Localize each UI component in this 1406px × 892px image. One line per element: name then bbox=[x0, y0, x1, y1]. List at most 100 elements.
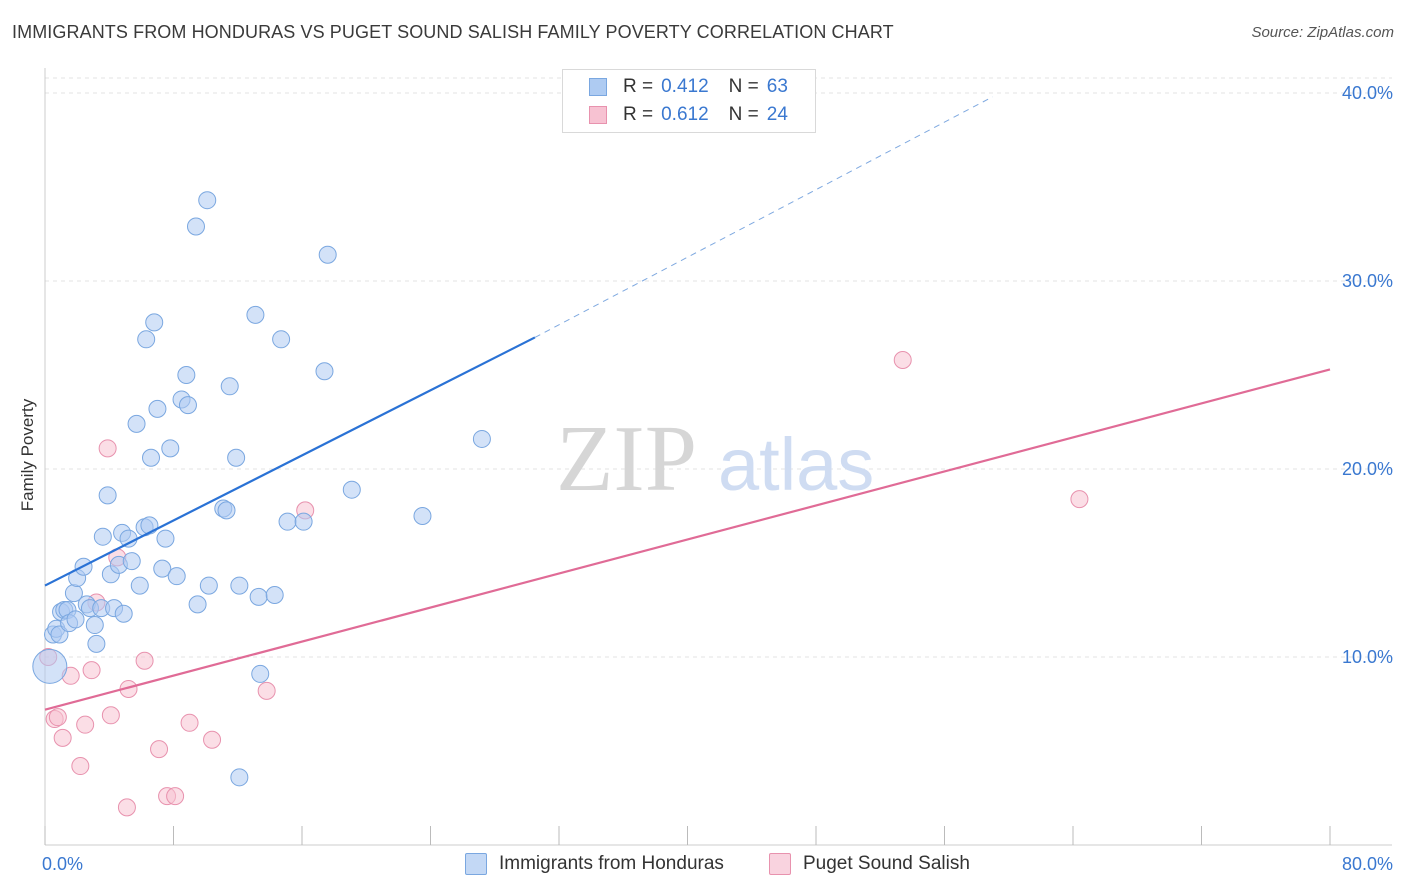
legend-n-label: N = bbox=[728, 76, 759, 97]
data-point-honduras bbox=[230, 768, 249, 787]
data-point-honduras bbox=[156, 529, 175, 548]
data-point-honduras bbox=[199, 576, 218, 595]
data-point-honduras bbox=[251, 664, 270, 683]
data-point-honduras bbox=[246, 305, 265, 324]
data-point-salish bbox=[53, 728, 72, 747]
source-label: Source: ZipAtlas.com bbox=[1251, 24, 1394, 41]
grid-lines bbox=[45, 77, 1392, 658]
data-point-honduras bbox=[342, 480, 361, 499]
series-immigrants-from-honduras bbox=[32, 191, 491, 787]
data-point-honduras bbox=[198, 191, 217, 210]
data-point-honduras bbox=[249, 587, 268, 606]
data-point-honduras bbox=[161, 439, 180, 458]
legend-r-label: R = bbox=[623, 104, 654, 125]
data-point-honduras bbox=[98, 486, 117, 505]
trend-line-salish bbox=[44, 368, 1331, 711]
data-point-salish bbox=[71, 757, 90, 776]
legend-n-value: 24 bbox=[766, 104, 788, 125]
legend-row-honduras: R = 0.412 N = 63 bbox=[589, 73, 788, 101]
data-point-honduras bbox=[472, 429, 491, 448]
data-point-honduras bbox=[137, 330, 156, 349]
data-point-honduras bbox=[167, 567, 186, 586]
data-point-honduras bbox=[217, 501, 236, 520]
data-point-honduras bbox=[145, 313, 164, 332]
correlation-legend: R = 0.412 N = 63 R = 0.612 N = 24 bbox=[562, 69, 816, 133]
data-point-honduras bbox=[142, 448, 161, 467]
watermark: ZIP atlas bbox=[556, 407, 874, 511]
legend-item-honduras[interactable]: Immigrants from Honduras bbox=[465, 850, 724, 878]
data-point-honduras bbox=[278, 512, 297, 531]
data-point-honduras bbox=[230, 576, 249, 595]
data-point-salish bbox=[166, 787, 185, 806]
watermark-atlas: atlas bbox=[718, 423, 874, 506]
x-tick-labels: 0.0% 80.0% bbox=[42, 854, 1393, 874]
data-point-honduras bbox=[413, 507, 432, 526]
data-point-salish bbox=[893, 350, 912, 369]
legend-swatch-blue bbox=[465, 853, 487, 875]
legend-swatch-blue bbox=[589, 78, 607, 96]
data-point-salish bbox=[98, 439, 117, 458]
trend-lines bbox=[44, 96, 1331, 711]
data-point-honduras bbox=[188, 595, 207, 614]
data-point-salish bbox=[82, 661, 101, 680]
trend-line-honduras bbox=[44, 336, 536, 587]
data-point-honduras bbox=[294, 512, 313, 531]
legend-swatch-pink bbox=[589, 106, 607, 124]
data-point-honduras bbox=[130, 576, 149, 595]
data-point-honduras bbox=[315, 362, 334, 381]
legend-r-value: 0.612 bbox=[661, 104, 709, 125]
data-point-honduras bbox=[32, 648, 68, 684]
x-tick-label: 80.0% bbox=[1342, 854, 1393, 874]
y-tick-labels: 10.0% 20.0% 30.0% 40.0% bbox=[1342, 83, 1393, 667]
data-point-salish bbox=[180, 713, 199, 732]
data-point-salish bbox=[117, 798, 136, 817]
legend-row-salish: R = 0.612 N = 24 bbox=[589, 101, 788, 129]
data-point-honduras bbox=[186, 217, 205, 236]
legend-r-value: 0.412 bbox=[661, 76, 709, 97]
data-point-salish bbox=[101, 706, 120, 725]
axes bbox=[44, 68, 1392, 846]
data-point-salish bbox=[1070, 490, 1089, 509]
series-legend: Immigrants from Honduras Puget Sound Sal… bbox=[0, 850, 1406, 878]
legend-n-value: 63 bbox=[766, 76, 788, 97]
y-tick-label: 20.0% bbox=[1342, 459, 1393, 479]
x-tick-label: 0.0% bbox=[42, 854, 83, 874]
chart-title: IMMIGRANTS FROM HONDURAS VS PUGET SOUND … bbox=[12, 22, 894, 42]
data-point-honduras bbox=[87, 634, 106, 653]
data-point-honduras bbox=[122, 552, 141, 571]
data-point-salish bbox=[76, 715, 95, 734]
data-point-honduras bbox=[66, 610, 85, 629]
data-point-honduras bbox=[227, 448, 246, 467]
data-point-salish bbox=[48, 708, 67, 727]
legend-label-honduras: Immigrants from Honduras bbox=[499, 853, 724, 874]
data-point-honduras bbox=[148, 399, 167, 418]
data-point-honduras bbox=[318, 245, 337, 264]
data-point-honduras bbox=[272, 330, 291, 349]
watermark-zip: ZIP bbox=[556, 407, 697, 511]
y-tick-label: 10.0% bbox=[1342, 647, 1393, 667]
data-point-honduras bbox=[93, 527, 112, 546]
data-point-honduras bbox=[114, 604, 133, 623]
data-point-salish bbox=[150, 740, 169, 759]
legend-r-label: R = bbox=[623, 76, 654, 97]
trend-line-honduras-extension bbox=[534, 96, 993, 338]
y-tick-label: 30.0% bbox=[1342, 271, 1393, 291]
data-point-honduras bbox=[178, 396, 197, 415]
data-point-honduras bbox=[85, 616, 104, 635]
legend-swatch-pink bbox=[769, 853, 791, 875]
data-point-salish bbox=[135, 651, 154, 670]
legend-label-salish: Puget Sound Salish bbox=[803, 853, 970, 874]
y-tick-label: 40.0% bbox=[1342, 83, 1393, 103]
legend-item-salish[interactable]: Puget Sound Salish bbox=[769, 850, 970, 878]
data-point-salish bbox=[257, 681, 276, 700]
data-point-honduras bbox=[140, 516, 159, 535]
data-point-honduras bbox=[127, 414, 146, 433]
data-point-salish bbox=[203, 730, 222, 749]
data-point-honduras bbox=[220, 377, 239, 396]
legend-n-label: N = bbox=[728, 104, 759, 125]
data-point-honduras bbox=[177, 366, 196, 385]
data-point-honduras bbox=[119, 529, 138, 548]
data-point-honduras bbox=[153, 559, 172, 578]
data-point-honduras bbox=[265, 585, 284, 604]
